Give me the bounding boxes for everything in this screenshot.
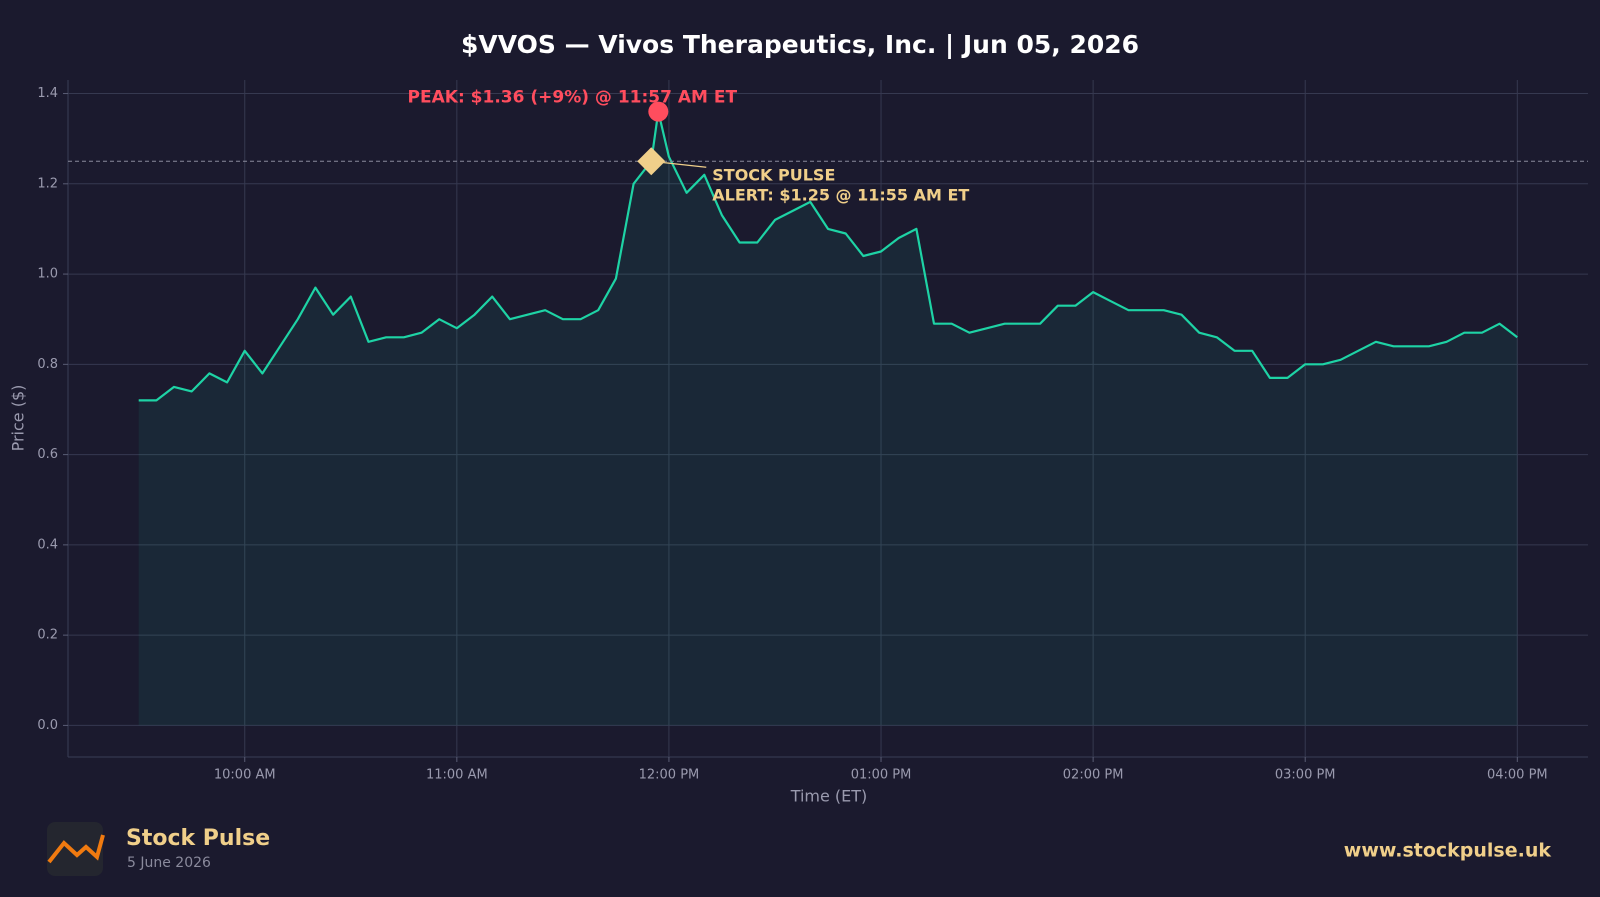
x-tick-label: 03:00 PM <box>1275 768 1336 783</box>
x-tick-label: 04:00 PM <box>1487 768 1548 783</box>
brand-name: Stock Pulse <box>126 826 270 851</box>
logo-icon <box>47 834 105 864</box>
y-tick-label: 0.6 <box>37 447 58 462</box>
alert-label: STOCK PULSE <box>712 166 835 185</box>
price-line <box>138 110 1518 402</box>
alert-label: ALERT: $1.25 @ 11:55 AM ET <box>712 186 969 205</box>
x-tick-label: 10:00 AM <box>214 768 276 783</box>
logo <box>47 822 105 876</box>
y-tick-label: 1.4 <box>37 86 58 101</box>
x-tick-label: 01:00 PM <box>851 768 912 783</box>
chart-title: $VVOS — Vivos Therapeutics, Inc. | Jun 0… <box>461 30 1139 59</box>
y-tick-label: 0.0 <box>37 718 58 733</box>
footer-date: 5 June 2026 <box>127 855 211 871</box>
x-axis-label: Time (ET) <box>790 787 868 806</box>
alert-marker <box>637 147 666 176</box>
price-area <box>138 111 1518 726</box>
y-tick-label: 1.0 <box>37 267 58 282</box>
peak-label: PEAK: $1.36 (+9%) @ 11:57 AM ET <box>408 88 738 108</box>
x-tick-label: 11:00 AM <box>426 768 488 783</box>
x-tick-label: 02:00 PM <box>1063 768 1124 783</box>
x-tick-label: 12:00 PM <box>639 768 700 783</box>
logo-box <box>47 822 103 876</box>
website: www.stockpulse.uk <box>1344 840 1552 862</box>
y-tick-label: 0.8 <box>37 357 58 372</box>
peak-marker <box>648 101 669 122</box>
y-tick-label: 0.4 <box>37 537 58 552</box>
y-tick-label: 0.2 <box>37 628 58 643</box>
y-tick-label: 1.2 <box>37 176 58 191</box>
y-axis-label: Price ($) <box>9 385 28 452</box>
